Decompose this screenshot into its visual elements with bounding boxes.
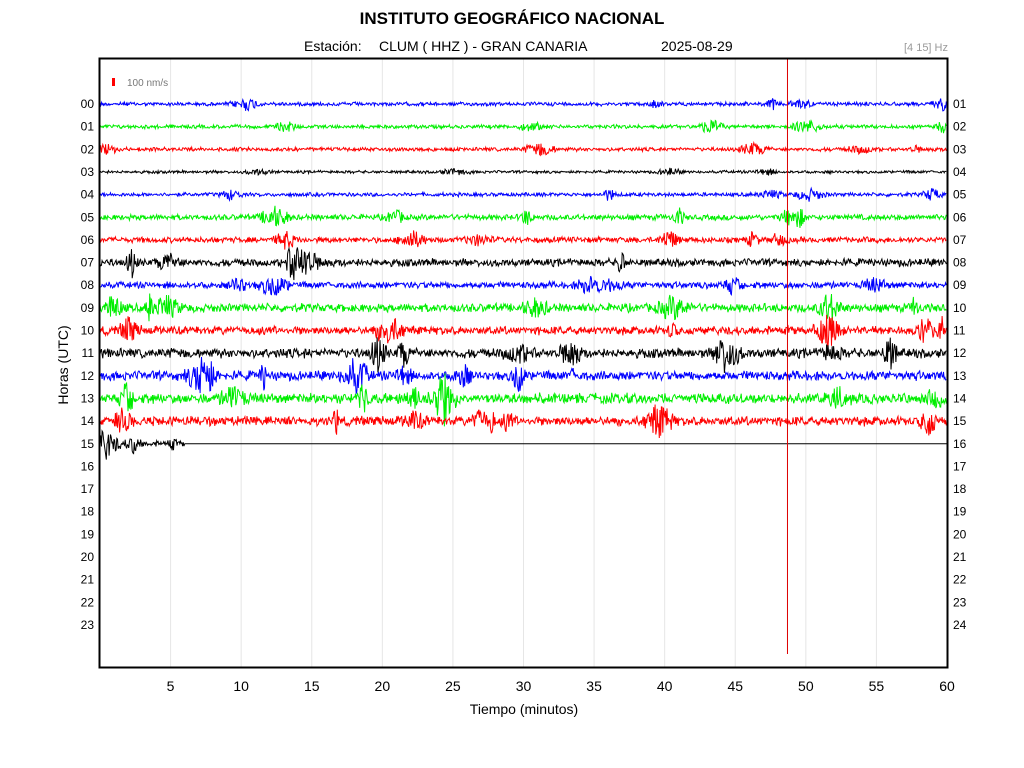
left-hour-label: 10 — [81, 324, 95, 338]
right-hour-label: 08 — [953, 256, 967, 270]
right-hour-label: 18 — [953, 482, 967, 496]
left-hour-label: 18 — [81, 505, 95, 519]
right-hour-label: 24 — [953, 618, 967, 632]
trace-hour-11 — [99, 337, 947, 373]
right-hour-label: 09 — [953, 278, 967, 292]
left-hour-label: 00 — [81, 97, 95, 111]
right-hour-label: 22 — [953, 573, 967, 587]
trace-hour-7 — [99, 246, 947, 281]
right-hour-label: 03 — [953, 142, 967, 156]
right-hour-label: 20 — [953, 527, 967, 541]
x-tick-label: 55 — [869, 678, 885, 694]
right-hour-label: 16 — [953, 437, 967, 451]
chart-date: 2025-08-29 — [661, 38, 733, 54]
left-hour-label: 11 — [82, 346, 95, 360]
station-label: Estación: — [304, 38, 362, 54]
left-hour-label: 06 — [81, 233, 95, 247]
left-hour-label: 20 — [81, 550, 95, 564]
trace-hour-15 — [99, 429, 186, 460]
right-hour-label: 02 — [953, 120, 967, 134]
trace-hour-8 — [99, 275, 947, 297]
x-tick-label: 40 — [657, 678, 673, 694]
x-tick-label: 15 — [304, 678, 320, 694]
x-tick-label: 30 — [516, 678, 532, 694]
right-hour-label: 10 — [953, 301, 967, 315]
trace-hour-4 — [99, 186, 947, 203]
right-hour-label: 12 — [953, 346, 967, 360]
trace-hour-14 — [99, 404, 947, 439]
right-hour-label: 06 — [953, 210, 967, 224]
x-tick-label: 35 — [586, 678, 602, 694]
right-hour-label: 11 — [953, 324, 966, 338]
left-hour-label: 21 — [81, 573, 95, 587]
left-hour-label: 05 — [81, 210, 95, 224]
station-name: CLUM ( HHZ ) - GRAN CANARIA — [379, 38, 588, 54]
trace-hour-2 — [99, 140, 947, 157]
left-hour-label: 19 — [81, 527, 95, 541]
x-tick-label: 60 — [939, 678, 955, 694]
scale-bar — [112, 78, 115, 86]
left-hour-label: 07 — [81, 256, 95, 270]
left-hour-labels: 00 01 02 03 04 05 06 07 08 09 10 11 12 13 14 15 16 17 18 19… — [81, 97, 95, 632]
x-tick-label: 20 — [375, 678, 391, 694]
left-hour-label: 23 — [81, 618, 95, 632]
left-hour-label: 22 — [81, 595, 95, 609]
trace-hour-12 — [99, 356, 947, 394]
right-hour-label: 23 — [953, 595, 967, 609]
x-tick-label: 25 — [445, 678, 461, 694]
left-hour-label: 03 — [81, 165, 95, 179]
trace-hour-9 — [99, 293, 947, 324]
plot-frame — [98, 57, 949, 669]
right-hour-label: 01 — [953, 97, 967, 111]
seismic-traces — [99, 98, 947, 460]
right-hour-label: 14 — [953, 391, 967, 405]
trace-hour-10 — [99, 314, 947, 348]
left-hour-label: 16 — [81, 459, 95, 473]
left-hour-label: 14 — [81, 414, 95, 428]
trace-hour-1 — [99, 118, 947, 134]
left-hour-label: 08 — [81, 278, 95, 292]
left-hour-label: 09 — [81, 301, 95, 315]
left-hour-label: 17 — [81, 482, 95, 496]
left-hour-label: 02 — [81, 142, 95, 156]
left-hour-label: 04 — [81, 188, 95, 202]
right-hour-label: 13 — [953, 369, 967, 383]
trace-hour-5 — [99, 205, 947, 228]
trace-hour-6 — [99, 230, 947, 250]
left-hour-label: 13 — [81, 391, 95, 405]
right-hour-label: 17 — [953, 459, 967, 473]
y-axis-title: Horas (UTC) — [55, 325, 71, 404]
scale-label: 100 nm/s — [127, 78, 168, 89]
x-tick-label: 10 — [233, 678, 249, 694]
right-hour-labels: 01 02 03 04 05 06 07 08 09 10 11 12 13 14 15 16 17 18 19 20… — [953, 97, 967, 632]
right-hour-label: 05 — [953, 188, 967, 202]
x-tick-labels: 5 10 15 20 25 30 35 40 45 50 55 60 — [167, 678, 955, 694]
filter-band: [4 15] Hz — [903, 42, 948, 54]
right-hour-label: 15 — [953, 414, 967, 428]
x-axis-title: Tiempo (minutos) — [470, 701, 578, 717]
trace-hour-13 — [99, 373, 947, 427]
left-hour-label: 15 — [81, 437, 95, 451]
grid-lines — [170, 59, 877, 667]
right-hour-label: 19 — [953, 505, 967, 519]
x-tick-label: 45 — [727, 678, 743, 694]
x-tick-label: 50 — [798, 678, 814, 694]
amplitude-scale: 100 nm/s — [112, 78, 168, 89]
trace-hour-0 — [99, 98, 947, 112]
left-hour-label: 01 — [81, 120, 95, 134]
left-hour-label: 12 — [81, 369, 95, 383]
right-hour-label: 07 — [953, 233, 967, 247]
x-tick-label: 5 — [167, 678, 175, 694]
chart-title: INSTITUTO GEOGRÁFICO NACIONAL — [359, 9, 665, 28]
right-hour-label: 04 — [953, 165, 967, 179]
right-hour-label: 21 — [953, 550, 967, 564]
trace-hour-3 — [99, 167, 947, 176]
